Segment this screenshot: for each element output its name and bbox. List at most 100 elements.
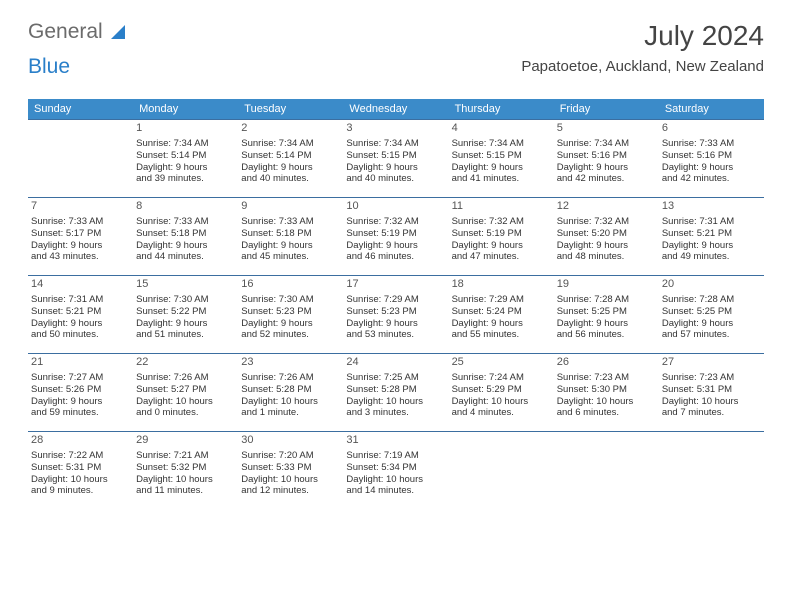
daylight-text: Daylight: 9 hours [452, 162, 551, 174]
daylight-text: Daylight: 10 hours [346, 474, 445, 486]
daylight-text: and 42 minutes. [557, 173, 656, 185]
calendar-cell: 5Sunrise: 7:34 AMSunset: 5:16 PMDaylight… [554, 120, 659, 198]
daylight-text: Daylight: 9 hours [31, 318, 130, 330]
calendar-cell: 4Sunrise: 7:34 AMSunset: 5:15 PMDaylight… [449, 120, 554, 198]
daylight-text: Daylight: 9 hours [557, 162, 656, 174]
day-number: 25 [452, 356, 551, 370]
day-number: 14 [31, 278, 130, 292]
sunset-text: Sunset: 5:21 PM [31, 306, 130, 318]
calendar-cell: 20Sunrise: 7:28 AMSunset: 5:25 PMDayligh… [659, 276, 764, 354]
calendar-cell: 3Sunrise: 7:34 AMSunset: 5:15 PMDaylight… [343, 120, 448, 198]
calendar-cell: 19Sunrise: 7:28 AMSunset: 5:25 PMDayligh… [554, 276, 659, 354]
daylight-text: Daylight: 9 hours [31, 396, 130, 408]
sunrise-text: Sunrise: 7:19 AM [346, 450, 445, 462]
sunset-text: Sunset: 5:23 PM [346, 306, 445, 318]
day-number: 2 [241, 122, 340, 136]
day-number: 20 [662, 278, 761, 292]
sunrise-text: Sunrise: 7:31 AM [31, 294, 130, 306]
day-number: 26 [557, 356, 656, 370]
sunset-text: Sunset: 5:31 PM [31, 462, 130, 474]
day-number: 11 [452, 200, 551, 214]
calendar-row: 28Sunrise: 7:22 AMSunset: 5:31 PMDayligh… [28, 432, 764, 510]
daylight-text: Daylight: 9 hours [31, 240, 130, 252]
dayname-thu: Thursday [449, 99, 554, 120]
day-number: 24 [346, 356, 445, 370]
month-title: July 2024 [521, 20, 764, 52]
day-number: 5 [557, 122, 656, 136]
sunrise-text: Sunrise: 7:29 AM [452, 294, 551, 306]
daylight-text: Daylight: 9 hours [557, 240, 656, 252]
daylight-text: Daylight: 9 hours [662, 240, 761, 252]
sunrise-text: Sunrise: 7:22 AM [31, 450, 130, 462]
calendar-cell: 18Sunrise: 7:29 AMSunset: 5:24 PMDayligh… [449, 276, 554, 354]
sunset-text: Sunset: 5:19 PM [346, 228, 445, 240]
calendar-cell: 25 Sunrise: 7:24 AMSunset: 5:29 PMDayligh… [449, 354, 554, 432]
day-number: 21 [31, 356, 130, 370]
logo-word-1: General [28, 20, 103, 44]
calendar-cell: 8Sunrise: 7:33 AMSunset: 5:18 PMDaylight… [133, 198, 238, 276]
calendar-cell: 7Sunrise: 7:33 AMSunset: 5:17 PMDaylight… [28, 198, 133, 276]
day-number: 7 [31, 200, 130, 214]
daylight-text: and 47 minutes. [452, 251, 551, 263]
sunset-text: Sunset: 5:14 PM [136, 150, 235, 162]
daylight-text: and 40 minutes. [241, 173, 340, 185]
calendar-cell: 16Sunrise: 7:30 AMSunset: 5:23 PMDayligh… [238, 276, 343, 354]
logo-sail-icon [109, 23, 129, 41]
sunrise-text: Sunrise: 7:34 AM [136, 138, 235, 150]
sunrise-text: Sunrise: 7:24 AM [452, 372, 551, 384]
daylight-text: and 52 minutes. [241, 329, 340, 341]
daylight-text: Daylight: 10 hours [557, 396, 656, 408]
daylight-text: and 57 minutes. [662, 329, 761, 341]
sunrise-text: Sunrise: 7:33 AM [136, 216, 235, 228]
day-number: 29 [136, 434, 235, 448]
sunrise-text: Sunrise: 7:32 AM [452, 216, 551, 228]
day-number: 17 [346, 278, 445, 292]
daylight-text: and 44 minutes. [136, 251, 235, 263]
daylight-text: and 48 minutes. [557, 251, 656, 263]
calendar-cell: 21Sunrise: 7:27 AMSunset: 5:26 PMDayligh… [28, 354, 133, 432]
daylight-text: Daylight: 9 hours [452, 318, 551, 330]
daylight-text: Daylight: 10 hours [136, 396, 235, 408]
sunset-text: Sunset: 5:15 PM [452, 150, 551, 162]
sunrise-text: Sunrise: 7:20 AM [241, 450, 340, 462]
calendar-cell [28, 120, 133, 198]
sunset-text: Sunset: 5:22 PM [136, 306, 235, 318]
calendar-cell: 23Sunrise: 7:26 AMSunset: 5:28 PMDayligh… [238, 354, 343, 432]
calendar-page: General July 2024 Papatoetoe, Auckland, … [0, 0, 792, 530]
daylight-text: and 11 minutes. [136, 485, 235, 497]
daylight-text: Daylight: 9 hours [557, 318, 656, 330]
sunset-text: Sunset: 5:17 PM [31, 228, 130, 240]
sunset-text: Sunset: 5:25 PM [557, 306, 656, 318]
calendar-row: 7Sunrise: 7:33 AMSunset: 5:17 PMDaylight… [28, 198, 764, 276]
daylight-text: Daylight: 9 hours [241, 318, 340, 330]
day-number: 27 [662, 356, 761, 370]
sunrise-text: Sunrise: 7:30 AM [136, 294, 235, 306]
daylight-text: and 42 minutes. [662, 173, 761, 185]
daylight-text: and 56 minutes. [557, 329, 656, 341]
sunrise-text: Sunrise: 7:27 AM [31, 372, 130, 384]
daylight-text: Daylight: 10 hours [452, 396, 551, 408]
sunset-text: Sunset: 5:30 PM [557, 384, 656, 396]
calendar-cell: 9Sunrise: 7:33 AMSunset: 5:18 PMDaylight… [238, 198, 343, 276]
day-number: 19 [557, 278, 656, 292]
calendar-cell: 13Sunrise: 7:31 AMSunset: 5:21 PMDayligh… [659, 198, 764, 276]
sunrise-text: Sunrise: 7:33 AM [241, 216, 340, 228]
daylight-text: and 59 minutes. [31, 407, 130, 419]
sunrise-text: Sunrise: 7:34 AM [557, 138, 656, 150]
daylight-text: Daylight: 9 hours [662, 318, 761, 330]
daylight-text: Daylight: 9 hours [452, 240, 551, 252]
sunset-text: Sunset: 5:28 PM [346, 384, 445, 396]
calendar-cell: 27Sunrise: 7:23 AMSunset: 5:31 PMDayligh… [659, 354, 764, 432]
sunset-text: Sunset: 5:32 PM [136, 462, 235, 474]
calendar-cell: 12Sunrise: 7:32 AMSunset: 5:20 PMDayligh… [554, 198, 659, 276]
daylight-text: and 9 minutes. [31, 485, 130, 497]
sunset-text: Sunset: 5:29 PM [452, 384, 551, 396]
logo: General [28, 20, 131, 44]
daylight-text: and 50 minutes. [31, 329, 130, 341]
day-number: 6 [662, 122, 761, 136]
daylight-text: and 6 minutes. [557, 407, 656, 419]
dayname-wed: Wednesday [343, 99, 448, 120]
dayname-fri: Friday [554, 99, 659, 120]
daylight-text: and 39 minutes. [136, 173, 235, 185]
sunrise-text: Sunrise: 7:26 AM [241, 372, 340, 384]
